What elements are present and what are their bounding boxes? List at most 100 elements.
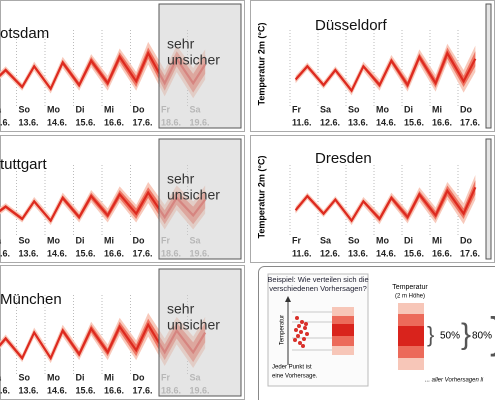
band-inner	[0, 187, 206, 225]
date-label: 16.6.	[104, 248, 124, 258]
date-label: 14.6.	[376, 248, 396, 258]
date-label: 11.6.	[292, 248, 312, 258]
uncertain-label: sehr	[167, 36, 195, 52]
day-label: Fr	[292, 235, 301, 245]
band-inner	[295, 47, 476, 93]
legend-sub: (2 m Höhe)	[395, 294, 425, 300]
day-label: So	[348, 235, 360, 245]
day-label: Di	[76, 104, 85, 114]
day-label: Do	[460, 104, 472, 114]
day-label: Mi	[432, 235, 442, 245]
y-axis-label: Temperatur 2m (°C)	[256, 23, 266, 106]
p50: 50%	[440, 331, 460, 342]
date-label: 15.6.	[404, 117, 424, 127]
band-core	[332, 324, 354, 336]
chart-title: Düsseldorf	[315, 17, 388, 34]
day-label: Mi	[104, 235, 114, 245]
date-label: 16.6.	[104, 385, 124, 395]
chart-panel: Fr 11.6. Sa 12.6. So 13.6. Mo 14.6. Di 15.6. Mi 16.…	[250, 0, 495, 132]
date-label: 16.6.	[104, 117, 124, 127]
day-label: Do	[460, 235, 472, 245]
date-label: 15.6.	[76, 248, 96, 258]
uncertain-zone	[158, 138, 242, 260]
chart-panel: Sa 12.6. So 13.6. Mo 14.6. Di 15.6. Mi 16.6. Do 17.…	[0, 265, 245, 400]
median-line	[294, 186, 477, 223]
brace: }	[490, 309, 495, 358]
day-label: Sa	[0, 372, 2, 382]
date-label: 12.6.	[0, 117, 10, 127]
day-label: Mi	[432, 104, 442, 114]
day-label: So	[348, 104, 360, 114]
uncertain-zone	[158, 268, 242, 397]
day-label: Mo	[47, 372, 60, 382]
day-label: Do	[133, 372, 145, 382]
date-label: 13.6.	[19, 385, 39, 395]
p80: 80%	[472, 331, 492, 342]
day-label: Do	[133, 235, 145, 245]
uncertain-zone	[485, 138, 492, 260]
chart-title: tuttgart	[0, 156, 48, 173]
explainer: Beispiel: Wie verteilen sich die verschi…	[258, 266, 495, 400]
band-outer	[0, 41, 206, 99]
y-axis-label: Temperatur 2m (°C)	[256, 156, 266, 239]
day-label: Mi	[104, 104, 114, 114]
uncertain-label: sehr	[167, 171, 195, 187]
question: verschiedenen Vorhersagen?	[269, 284, 367, 293]
date-label: 16.6.	[432, 248, 452, 258]
forecast-dots	[293, 316, 309, 348]
chart-title: München	[0, 291, 62, 308]
question: Beispiel: Wie verteilen sich die	[267, 275, 368, 284]
date-label: 17.6.	[133, 248, 153, 258]
day-label: Di	[404, 104, 413, 114]
band-inner	[295, 180, 476, 223]
date-label: 13.6.	[348, 248, 368, 258]
uncertain-zone	[158, 3, 242, 129]
date-label: 15.6.	[76, 385, 96, 395]
uncertain-label: unsicher	[167, 52, 220, 68]
uncertain-zone	[485, 3, 492, 129]
date-label: 17.6.	[460, 117, 480, 127]
day-label: Mo	[47, 104, 60, 114]
axis-label: Temperatur	[280, 315, 286, 345]
chart-title: otsdam	[0, 25, 49, 42]
date-label: 16.6.	[432, 117, 452, 127]
date-label: 15.6.	[76, 117, 96, 127]
date-label: 17.6.	[460, 248, 480, 258]
date-label: 13.6.	[19, 248, 39, 258]
median-line	[294, 50, 477, 93]
day-label: Di	[76, 372, 85, 382]
day-label: Di	[76, 235, 85, 245]
day-label: Do	[133, 104, 145, 114]
band-inner	[0, 47, 206, 93]
day-label: Mo	[47, 235, 60, 245]
day-label: Mo	[376, 235, 389, 245]
date-label: 17.6.	[133, 385, 153, 395]
uncertain-label: unsicher	[167, 187, 220, 203]
day-label: Sa	[320, 104, 332, 114]
date-label: 13.6.	[348, 117, 368, 127]
date-label: 14.6.	[376, 117, 396, 127]
day-label: Sa	[320, 235, 332, 245]
day-label: So	[19, 235, 31, 245]
chart-panel: Sa 12.6. So 13.6. Mo 14.6. Di 15.6. Mi 16.6. Do 17.…	[0, 0, 245, 132]
uncertain-label: unsicher	[167, 317, 220, 333]
date-label: 12.6.	[0, 385, 10, 395]
note: eine Vorhersage.	[272, 374, 318, 380]
day-label: So	[19, 104, 31, 114]
day-label: Mi	[104, 372, 114, 382]
brace: }	[427, 322, 434, 347]
date-label: 12.6.	[320, 248, 340, 258]
day-label: Sa	[0, 104, 2, 114]
uncertain-label: sehr	[167, 301, 195, 317]
day-label: Di	[404, 235, 413, 245]
date-label: 14.6.	[47, 385, 67, 395]
date-label: 14.6.	[47, 248, 67, 258]
band-outer	[295, 43, 476, 96]
day-label: So	[19, 372, 31, 382]
date-label: 12.6.	[0, 248, 10, 258]
chart-panel: Sa 12.6. So 13.6. Mo 14.6. Di 15.6. Mi 16.6. Do 17.…	[0, 135, 245, 263]
footer: ... aller Vorhersagen li	[425, 378, 484, 384]
date-label: 11.6.	[292, 117, 312, 127]
